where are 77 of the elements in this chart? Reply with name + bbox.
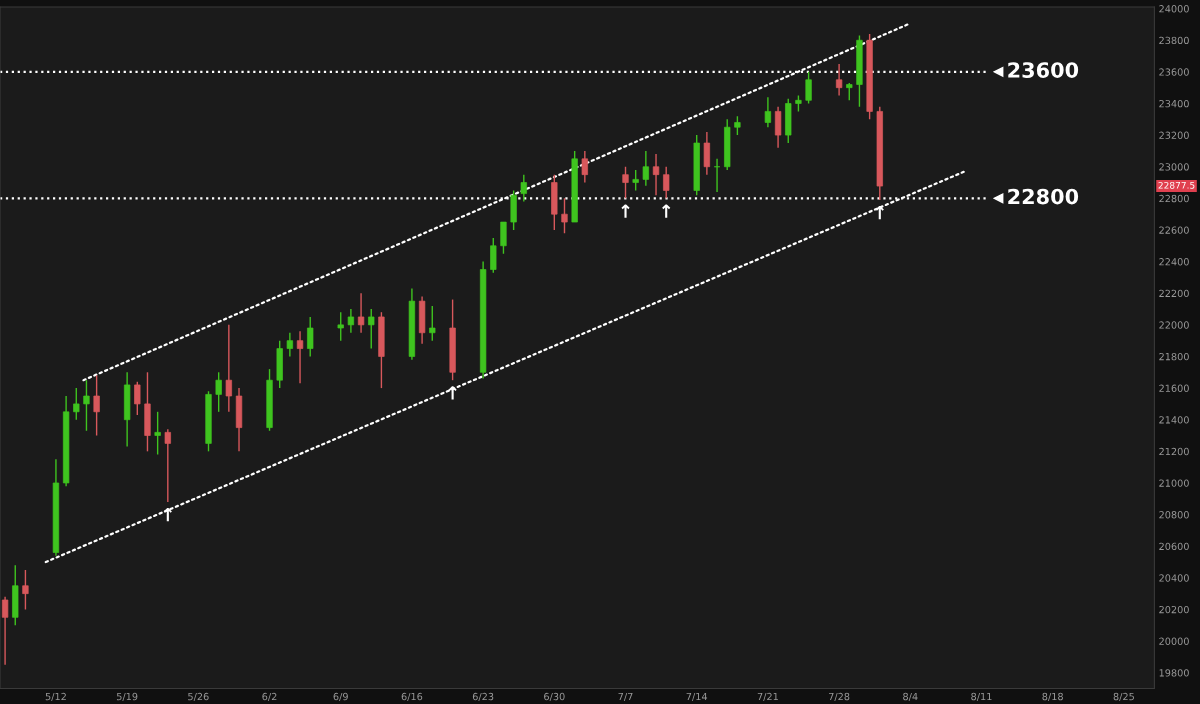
candlestick <box>307 316 314 358</box>
y-tick-label: 21600 <box>1159 384 1189 392</box>
candlestick <box>296 330 304 385</box>
x-tick-label: 7/7 <box>618 692 633 701</box>
candlestick <box>215 371 222 413</box>
x-tick-label: 7/14 <box>686 692 708 701</box>
y-tick-label: 23000 <box>1159 163 1189 171</box>
y-tick-label: 20800 <box>1159 511 1189 519</box>
candlestick <box>632 169 639 192</box>
x-tick-label: 7/28 <box>828 692 850 701</box>
x-tick-label: 8/18 <box>1042 692 1063 701</box>
candlestick <box>622 166 629 200</box>
y-tick-label: 20400 <box>1159 574 1189 582</box>
candlestick <box>652 153 660 196</box>
candlestick <box>164 428 171 503</box>
y-tick-label: 22400 <box>1159 258 1189 266</box>
x-tick-label: 5/12 <box>45 692 66 701</box>
candlestick <box>774 105 782 149</box>
x-tick-label: 6/2 <box>262 692 277 701</box>
y-tick-label: 20000 <box>1159 637 1189 645</box>
candlestick <box>835 63 843 97</box>
candlestick <box>154 411 161 456</box>
candlestick <box>429 305 436 342</box>
y-tick-label: 21000 <box>1159 479 1189 487</box>
y-tick-label: 24000 <box>1159 5 1189 13</box>
candlestick <box>703 131 711 176</box>
y-tick-label: 23800 <box>1159 36 1189 45</box>
ref-line-label: 23600 <box>1008 62 1079 78</box>
candlestick <box>764 96 772 128</box>
candlestick <box>368 308 375 350</box>
candlestick <box>581 150 588 184</box>
y-tick-label: 20200 <box>1159 605 1189 614</box>
candlestick <box>1 596 9 666</box>
candlestick <box>134 381 141 416</box>
x-tick-label: 8/25 <box>1113 692 1134 701</box>
x-tick-label: 8/11 <box>971 692 992 701</box>
candlestick <box>22 569 29 611</box>
candlestick <box>734 115 741 136</box>
candlestick <box>73 387 80 421</box>
y-tick-label: 23600 <box>1159 68 1189 76</box>
x-tick-label: 6/30 <box>544 692 565 701</box>
x-tick-label: 6/16 <box>401 692 423 701</box>
y-tick-label: 20600 <box>1159 542 1189 551</box>
x-tick-label: 7/21 <box>757 692 778 701</box>
x-tick-label: 5/19 <box>116 692 138 701</box>
candlestick <box>83 379 90 432</box>
x-tick-label: 6/9 <box>333 692 348 701</box>
x-tick-label: 8/4 <box>903 692 918 701</box>
candlestick <box>805 71 812 105</box>
candlestick <box>490 237 497 274</box>
y-tick-label: 22000 <box>1159 321 1189 329</box>
candlestick <box>286 332 294 358</box>
candlestick <box>642 150 649 187</box>
x-tick-label: 6/23 <box>472 692 494 701</box>
candlestick <box>337 311 344 342</box>
candlestick <box>663 166 670 200</box>
annotation: ↑ <box>662 204 671 218</box>
candlestick <box>93 374 100 437</box>
y-tick-label: 23200 <box>1159 131 1189 139</box>
y-tick-label: 23400 <box>1159 99 1189 108</box>
y-tick-label: 21200 <box>1159 447 1189 456</box>
y-tick-label: 21800 <box>1159 352 1189 361</box>
candlestick <box>520 173 527 203</box>
text: 22877.5 <box>1158 181 1195 189</box>
candlestick <box>347 308 355 334</box>
candlestick <box>357 292 365 334</box>
candlestick <box>225 324 232 413</box>
candlestick <box>500 221 507 255</box>
ref-line-label: 22800 <box>1008 188 1079 205</box>
y-tick-label: 19800 <box>1159 669 1189 677</box>
y-tick-label: 22600 <box>1159 226 1189 234</box>
y-tick-label: 22800 <box>1159 194 1189 203</box>
y-tick-label: 22200 <box>1159 289 1189 298</box>
y-tick-label: 21400 <box>1159 416 1189 424</box>
x-tick-label: 5/26 <box>188 692 209 701</box>
annotation: ↑ <box>621 204 630 218</box>
candlestick <box>561 197 568 234</box>
